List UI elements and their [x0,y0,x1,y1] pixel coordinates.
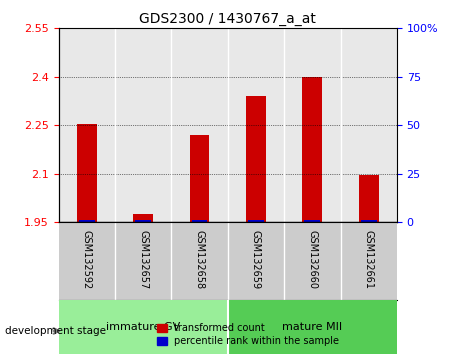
Bar [133,214,153,222]
Text: GSM132659: GSM132659 [251,230,261,289]
Bar [361,219,377,222]
Text: GSM132657: GSM132657 [138,230,148,289]
Bar [77,124,97,222]
Bar [248,219,264,222]
Bar [59,300,228,354]
Text: development stage: development stage [5,326,106,336]
Bar [135,219,151,222]
Bar [359,175,378,222]
Bar [246,96,266,222]
Text: GSM132658: GSM132658 [194,230,205,289]
Bar [190,135,209,222]
Text: GSM132661: GSM132661 [364,230,374,289]
Bar [304,219,320,222]
Text: immature GV: immature GV [106,322,180,332]
Text: GSM132660: GSM132660 [307,230,318,289]
Text: mature MII: mature MII [282,322,342,332]
Bar [228,300,397,354]
Text: GSM132592: GSM132592 [82,230,92,289]
Bar [192,219,207,222]
Bar [79,219,95,222]
Bar [303,77,322,222]
Title: GDS2300 / 1430767_a_at: GDS2300 / 1430767_a_at [139,12,316,26]
Legend: transformed count, percentile rank within the sample: transformed count, percentile rank withi… [154,320,342,349]
